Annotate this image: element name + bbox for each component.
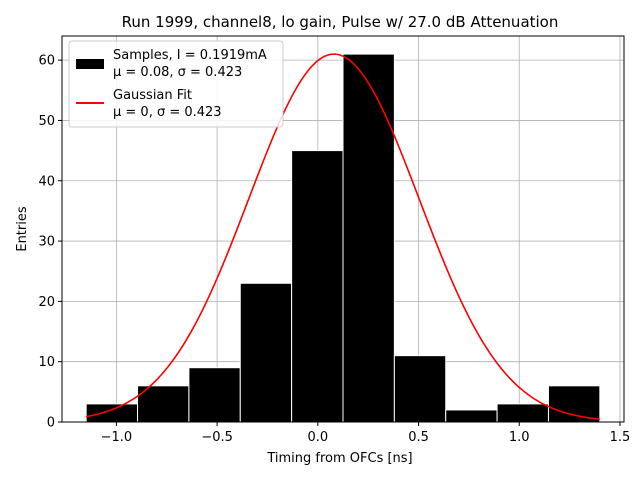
y-tick-label: 50 bbox=[38, 114, 55, 129]
x-tick-label: −1.0 bbox=[101, 430, 133, 445]
y-tick-label: 10 bbox=[38, 355, 55, 370]
plot-frame bbox=[61, 35, 625, 423]
y-tick-label: 30 bbox=[38, 235, 55, 250]
x-axis-label: Timing from OFCs [ns] bbox=[266, 451, 412, 466]
legend-box bbox=[68, 40, 284, 128]
histogram-bar-8 bbox=[445, 409, 498, 423]
histogram-bar-3 bbox=[188, 367, 241, 423]
y-tick-label: 40 bbox=[38, 174, 55, 189]
legend-samples-swatch bbox=[76, 59, 104, 69]
x-tick-label: 1.0 bbox=[509, 430, 530, 445]
y-tick-label: 60 bbox=[38, 54, 55, 69]
histogram-bar-5 bbox=[291, 150, 344, 423]
x-tick-label: 0.0 bbox=[307, 430, 328, 445]
x-tick-label: −0.5 bbox=[201, 430, 233, 445]
histogram-bar-6 bbox=[342, 53, 395, 423]
gaussian-fit-curve bbox=[86, 53, 600, 420]
legend-fit-stats: μ = 0, σ = 0.423 bbox=[113, 105, 222, 120]
histogram-bar-4 bbox=[239, 282, 293, 423]
x-tick-label: 0.5 bbox=[408, 430, 429, 445]
histogram-bar-10 bbox=[547, 385, 601, 423]
x-tick-label: 1.5 bbox=[610, 430, 631, 445]
y-axis-ticks: 0 10 20 30 40 50 60 bbox=[38, 54, 62, 431]
legend-fit-label: Gaussian Fit bbox=[113, 88, 192, 103]
chart-title: Run 1999, channel8, lo gain, Pulse w/ 27… bbox=[122, 13, 559, 31]
x-axis-ticks: −1.0 −0.5 0.0 0.5 1.0 1.5 bbox=[101, 422, 631, 445]
legend: Samples, I = 0.1919mA μ = 0.08, σ = 0.42… bbox=[68, 40, 284, 128]
histogram-bar-7 bbox=[393, 355, 447, 423]
y-tick-label: 0 bbox=[47, 416, 55, 431]
histogram-bar-9 bbox=[496, 403, 549, 423]
histogram-bar-1 bbox=[85, 403, 139, 423]
legend-samples-stats: μ = 0.08, σ = 0.423 bbox=[113, 65, 242, 80]
histogram-bars bbox=[85, 53, 601, 423]
y-tick-label: 20 bbox=[38, 295, 55, 310]
y-axis-label: Entries bbox=[15, 206, 30, 252]
legend-samples-label: Samples, I = 0.1919mA bbox=[113, 48, 267, 63]
